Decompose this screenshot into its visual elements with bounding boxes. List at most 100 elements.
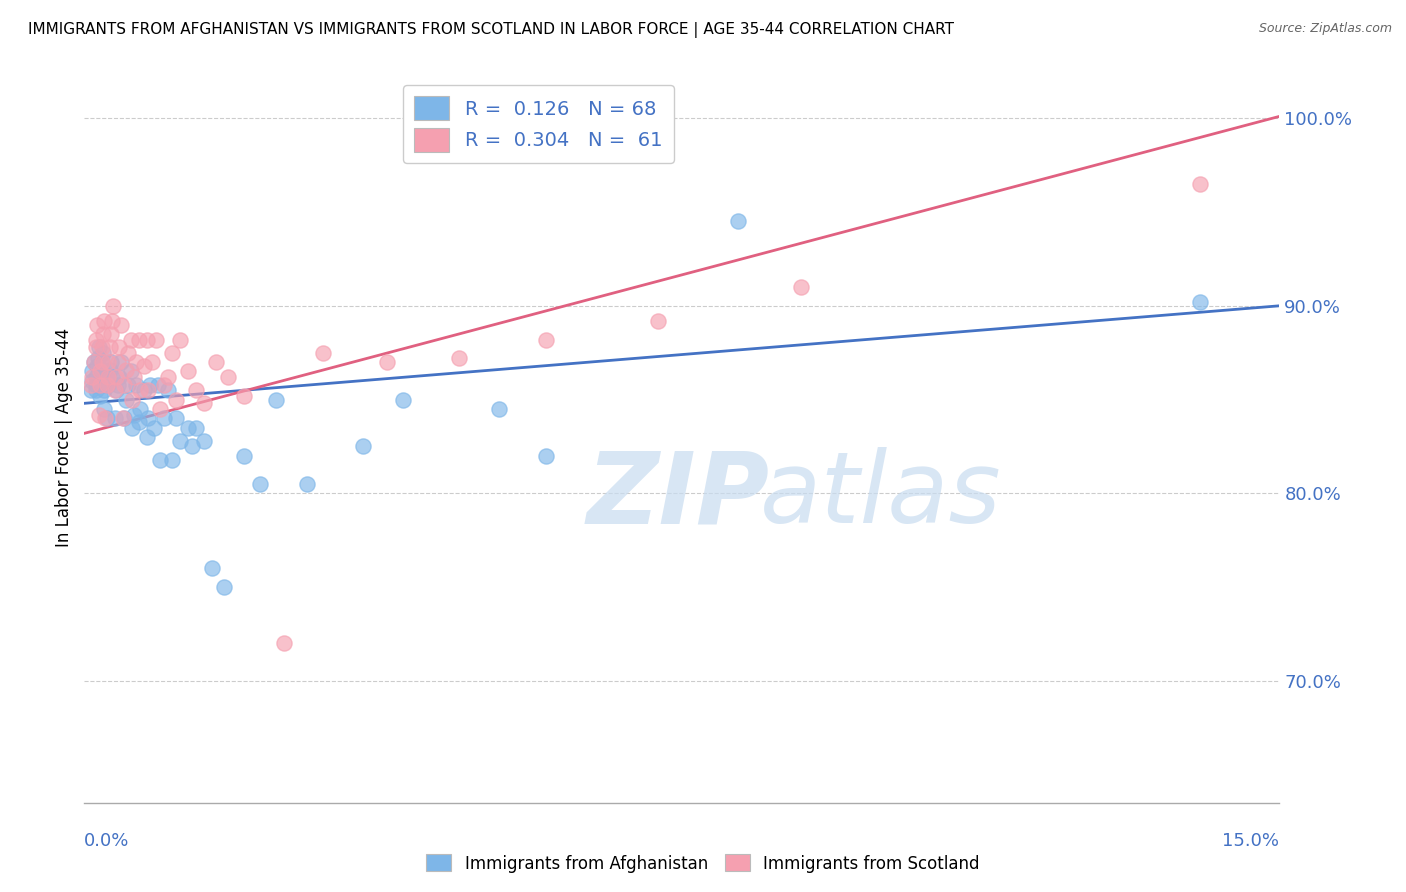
- Point: [117, 377, 139, 392]
- Point: [790, 280, 813, 294]
- Point: [86, 359, 108, 373]
- Point: [93, 326, 115, 341]
- Point: [84, 340, 107, 354]
- Point: [273, 636, 295, 650]
- Point: [107, 377, 129, 392]
- Point: [80, 377, 103, 392]
- Point: [108, 370, 131, 384]
- Point: [392, 392, 415, 407]
- Point: [232, 449, 254, 463]
- Point: [297, 477, 319, 491]
- Point: [177, 364, 200, 378]
- Point: [160, 345, 183, 359]
- Legend: Immigrants from Afghanistan, Immigrants from Scotland: Immigrants from Afghanistan, Immigrants …: [420, 847, 986, 880]
- Point: [90, 355, 112, 369]
- Point: [193, 396, 215, 410]
- Point: [97, 370, 120, 384]
- Point: [122, 370, 145, 384]
- Point: [447, 351, 470, 366]
- Point: [135, 333, 157, 347]
- Point: [184, 420, 207, 434]
- Point: [488, 401, 510, 416]
- Point: [90, 340, 112, 354]
- Point: [90, 362, 112, 376]
- Point: [93, 314, 115, 328]
- Point: [101, 314, 124, 328]
- Point: [184, 383, 207, 397]
- Point: [727, 214, 749, 228]
- Point: [84, 377, 107, 392]
- Point: [217, 370, 239, 384]
- Point: [128, 415, 150, 429]
- Point: [91, 377, 114, 392]
- Point: [128, 333, 150, 347]
- Text: ZIP: ZIP: [586, 447, 769, 544]
- Point: [139, 377, 162, 392]
- Point: [82, 364, 104, 378]
- Point: [91, 345, 114, 359]
- Point: [536, 333, 558, 347]
- Point: [89, 364, 111, 378]
- Point: [87, 351, 110, 366]
- Point: [96, 377, 118, 392]
- Point: [125, 377, 148, 392]
- Point: [375, 355, 398, 369]
- Point: [264, 392, 287, 407]
- Point: [98, 340, 121, 354]
- Point: [157, 370, 180, 384]
- Point: [86, 318, 108, 332]
- Point: [205, 355, 228, 369]
- Point: [141, 355, 163, 369]
- Point: [201, 561, 224, 575]
- Point: [169, 434, 191, 448]
- Point: [111, 411, 134, 425]
- Point: [97, 355, 120, 369]
- Point: [129, 401, 152, 416]
- Point: [145, 333, 167, 347]
- Point: [120, 364, 142, 378]
- Point: [105, 370, 128, 384]
- Point: [98, 362, 121, 376]
- Point: [112, 377, 135, 392]
- Point: [169, 333, 191, 347]
- Point: [181, 440, 204, 454]
- Point: [177, 420, 200, 434]
- Point: [112, 411, 135, 425]
- Point: [80, 383, 103, 397]
- Text: 0.0%: 0.0%: [84, 832, 129, 850]
- Point: [108, 340, 131, 354]
- Point: [89, 389, 111, 403]
- Point: [136, 411, 159, 425]
- Point: [160, 452, 183, 467]
- Point: [352, 440, 374, 454]
- Point: [110, 355, 132, 369]
- Point: [647, 314, 669, 328]
- Point: [312, 345, 335, 359]
- Point: [136, 383, 159, 397]
- Point: [125, 355, 148, 369]
- Point: [249, 477, 271, 491]
- Point: [101, 299, 124, 313]
- Point: [86, 333, 108, 347]
- Point: [104, 383, 127, 397]
- Point: [143, 420, 166, 434]
- Point: [105, 383, 128, 397]
- Point: [104, 411, 127, 425]
- Point: [107, 355, 129, 369]
- Point: [1188, 295, 1211, 310]
- Point: [96, 411, 118, 425]
- Point: [122, 408, 145, 422]
- Text: Source: ZipAtlas.com: Source: ZipAtlas.com: [1258, 22, 1392, 36]
- Point: [89, 377, 111, 392]
- Point: [86, 383, 108, 397]
- Point: [83, 355, 105, 369]
- Point: [121, 392, 143, 407]
- Point: [153, 411, 176, 425]
- Point: [90, 370, 112, 384]
- Point: [165, 411, 187, 425]
- Point: [97, 377, 120, 392]
- Point: [82, 370, 104, 384]
- Point: [157, 383, 180, 397]
- Text: atlas: atlas: [759, 447, 1001, 544]
- Point: [536, 449, 558, 463]
